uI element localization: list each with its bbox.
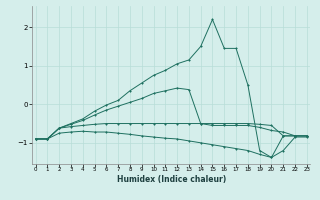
X-axis label: Humidex (Indice chaleur): Humidex (Indice chaleur) bbox=[116, 175, 226, 184]
